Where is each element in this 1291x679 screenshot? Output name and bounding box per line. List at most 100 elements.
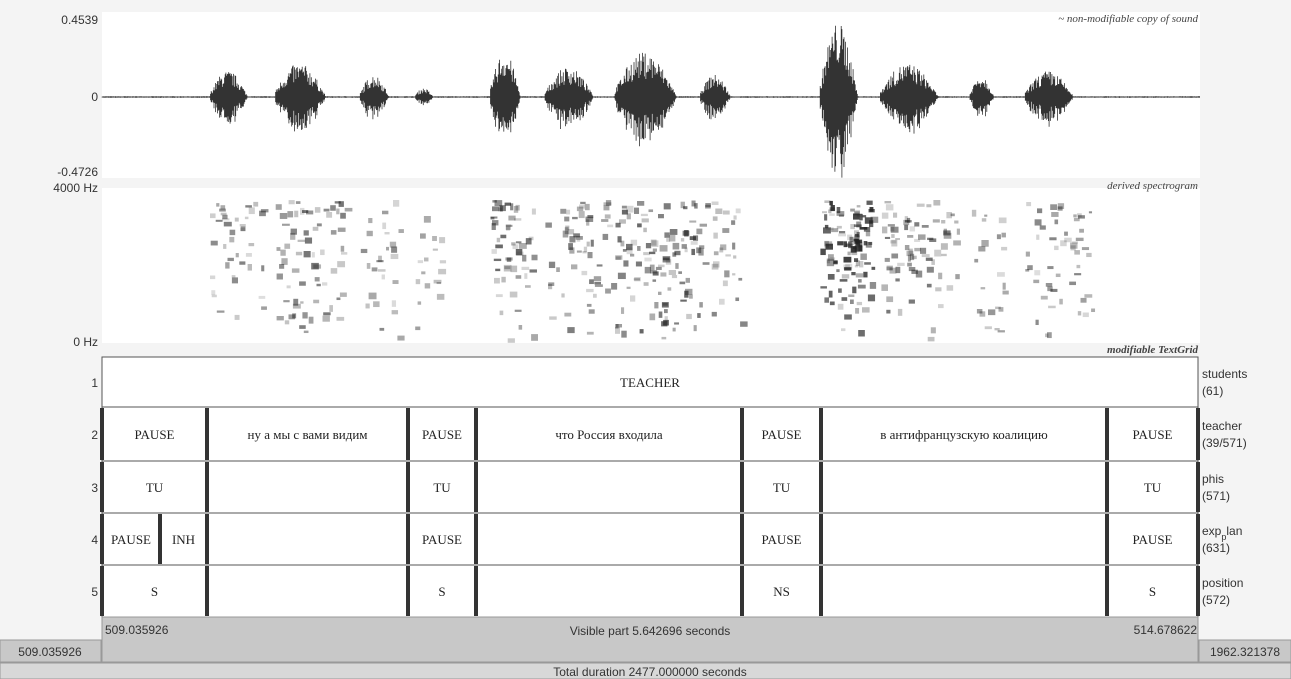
spectrogram-cell bbox=[248, 264, 252, 271]
spectrogram-cell bbox=[656, 267, 662, 270]
spectrogram-cell bbox=[393, 200, 399, 207]
spectrogram-cell bbox=[678, 271, 682, 274]
spectrogram-cell bbox=[340, 293, 347, 297]
spectrogram-cell bbox=[672, 275, 677, 278]
spectrogram-cell bbox=[525, 285, 531, 288]
interval-label: INH bbox=[172, 532, 195, 547]
spectrogram-cell bbox=[580, 202, 585, 204]
spectrogram-cell bbox=[972, 210, 976, 217]
spectrogram-cell bbox=[572, 217, 578, 219]
tier-count: (61) bbox=[1202, 384, 1223, 398]
spectrogram-cell bbox=[700, 224, 707, 227]
spectrogram-cell bbox=[306, 211, 313, 215]
spectrogram-cell bbox=[522, 267, 530, 270]
spectrogram-cell bbox=[626, 244, 633, 250]
spectrogram-cell bbox=[1034, 270, 1040, 275]
spectrogram-cell bbox=[341, 246, 344, 252]
spectrogram-cell bbox=[369, 293, 377, 300]
spectrogram-cell bbox=[1033, 280, 1039, 283]
spectrogram-cell bbox=[594, 276, 601, 281]
spectrogram-cell bbox=[289, 200, 295, 204]
spectrogram-cell bbox=[914, 248, 920, 251]
spectrogram-cell bbox=[421, 271, 425, 274]
spectrogram-cell bbox=[882, 213, 888, 219]
spectrogram-cell bbox=[304, 331, 309, 333]
spectrogram-cell bbox=[302, 312, 307, 318]
tier-number: 4 bbox=[91, 533, 98, 547]
spectrogram-cell bbox=[870, 207, 874, 212]
tier-count: (631) bbox=[1202, 541, 1230, 555]
spectrogram-cell bbox=[836, 269, 839, 272]
spectrogram-cell bbox=[418, 301, 422, 304]
spectrogram-cell bbox=[933, 200, 940, 206]
freq-top: 4000 Hz bbox=[53, 181, 98, 195]
spectrogram-cell bbox=[829, 291, 833, 298]
spectrogram-cell bbox=[501, 277, 505, 283]
spectrogram-cell bbox=[1083, 313, 1089, 318]
spectrogram-cell bbox=[903, 220, 909, 225]
spectrogram-cell bbox=[1086, 253, 1091, 257]
spectrogram-cell bbox=[858, 330, 865, 337]
spectrogram-cell bbox=[823, 227, 831, 233]
spectrogram-cell bbox=[338, 228, 346, 232]
spectrogram-cell bbox=[941, 220, 945, 223]
interval-label: что Россия входила bbox=[555, 427, 663, 442]
spectrogram-cell bbox=[931, 327, 936, 333]
spectrogram-cell bbox=[910, 226, 915, 231]
spectrogram-cell bbox=[693, 235, 698, 240]
spectrogram-cell bbox=[294, 211, 298, 218]
spectrogram-cell bbox=[681, 238, 684, 241]
spectrogram-cell bbox=[508, 216, 515, 221]
spectrogram-cell bbox=[249, 243, 255, 246]
spectrogram-cell bbox=[492, 206, 499, 211]
spectrogram-cell bbox=[623, 260, 628, 266]
spectrogram-cell bbox=[222, 218, 229, 220]
spectrogram-cell bbox=[694, 325, 697, 331]
tier-name: expplan bbox=[1202, 524, 1242, 542]
spectrogram-cell bbox=[283, 300, 289, 302]
tier-name: phis bbox=[1202, 472, 1224, 486]
spectrogram-cell bbox=[680, 300, 686, 302]
spectrogram-cell bbox=[607, 225, 613, 228]
spectrogram-cell bbox=[495, 269, 500, 271]
tier-number: 2 bbox=[91, 428, 98, 442]
spectrogram-cell bbox=[320, 250, 325, 256]
spectrogram-cell bbox=[907, 251, 914, 256]
spectrogram-cell bbox=[561, 293, 564, 297]
spectrogram-cell bbox=[530, 269, 537, 272]
spectrogram-cell bbox=[927, 267, 934, 273]
spectrogram-cell bbox=[277, 274, 283, 280]
spectrogram-cell bbox=[1079, 229, 1084, 233]
spectrogram-label: derived spectrogram bbox=[1107, 180, 1198, 192]
spectrogram-cell bbox=[840, 279, 848, 282]
spectrogram-cell bbox=[439, 237, 445, 243]
spectrogram-cell bbox=[683, 231, 690, 236]
spectrogram-cell bbox=[907, 235, 913, 238]
spectrogram-cell bbox=[697, 313, 700, 318]
spectrogram-cell bbox=[888, 224, 895, 226]
spectrogram-cell bbox=[891, 240, 897, 247]
spectrogram-cell bbox=[882, 227, 887, 234]
spectrogram-cell bbox=[645, 267, 651, 274]
spectrogram-cell bbox=[914, 222, 919, 226]
spectrogram-cell bbox=[229, 237, 234, 242]
spectrogram-cell bbox=[738, 278, 742, 281]
spectrogram-cell bbox=[842, 297, 848, 301]
spectrogram-cell bbox=[595, 284, 603, 287]
spectrogram-cell bbox=[223, 244, 226, 249]
spectrogram-cell bbox=[886, 310, 890, 314]
spectrogram-cell bbox=[658, 292, 661, 295]
spectrogram-cell bbox=[691, 241, 698, 245]
spectrogram-cell bbox=[522, 255, 526, 262]
spectrogram-cell bbox=[1050, 204, 1057, 210]
spectrogram-cell bbox=[313, 300, 319, 304]
interval-label: TU bbox=[433, 480, 451, 495]
spectrogram-cell bbox=[586, 289, 593, 292]
spectrogram-cell bbox=[259, 296, 266, 299]
spectrogram-cell bbox=[651, 240, 657, 246]
spectrogram-cell bbox=[329, 305, 333, 312]
spectrogram-cell bbox=[898, 309, 902, 316]
spectrogram-cell bbox=[548, 284, 552, 289]
spectrogram-cell bbox=[322, 282, 327, 285]
spectrogram-cell bbox=[995, 328, 1000, 330]
